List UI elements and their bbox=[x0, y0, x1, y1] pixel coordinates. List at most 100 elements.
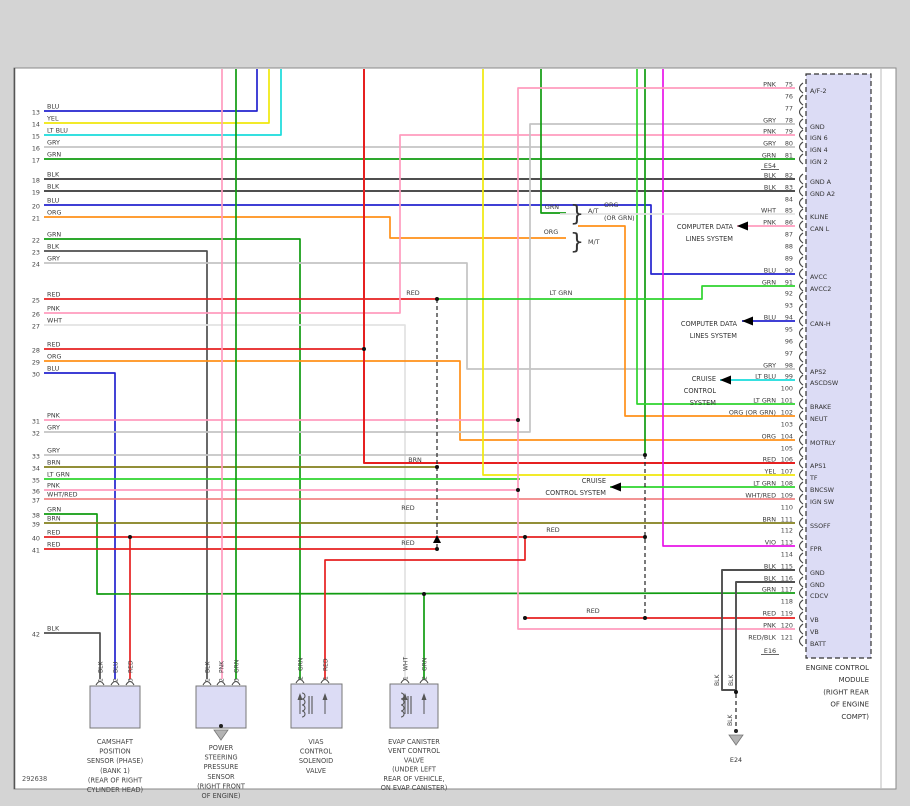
left-wire-color-label: GRN bbox=[47, 231, 61, 239]
vias-control-solenoid-valve-label-line: VIAS bbox=[308, 738, 323, 746]
ecm-pin-connector-arc bbox=[798, 635, 804, 647]
ecm-pin-name: GND bbox=[810, 123, 825, 131]
ecm-pin-number: 110 bbox=[781, 504, 793, 512]
left-wire-number: 20 bbox=[32, 203, 40, 211]
ecm-name-line: COMPT) bbox=[841, 713, 869, 721]
ecm-pin-wire-color: GRY bbox=[763, 362, 776, 370]
ecm-pin-number: 77 bbox=[785, 105, 793, 113]
ecm-pin-number: 105 bbox=[781, 445, 793, 453]
wire-segment bbox=[636, 69, 795, 405]
ecm-pin-name: ASCDSW bbox=[810, 379, 839, 387]
left-wire-color-label: BLU bbox=[47, 103, 60, 111]
left-wire-color-label: GRN bbox=[47, 506, 61, 514]
ecm-pin-number: 98 bbox=[785, 362, 793, 370]
wire-segment bbox=[44, 216, 566, 239]
splice-dot bbox=[643, 535, 647, 539]
ecm-pin-connector-arc bbox=[798, 493, 804, 505]
ecm-pin-name: CDCV bbox=[810, 592, 829, 600]
ecm-pin-wire-color: BLK bbox=[764, 184, 777, 192]
camshaft-position-sensor-label-line: CAMSHAFT bbox=[97, 738, 134, 746]
ecm-pin-connector-arc bbox=[798, 599, 804, 611]
wire-segment bbox=[44, 262, 795, 370]
ecm-pin-wire-color: LT GRN bbox=[753, 397, 776, 405]
ecm-pin-number: 99 bbox=[785, 373, 793, 381]
left-wire-number: 22 bbox=[32, 237, 40, 245]
component-pin-wire-color: RED bbox=[323, 658, 330, 671]
ecm-pin-wire-color: WHT bbox=[761, 207, 776, 215]
ecm-pin-number: 120 bbox=[781, 622, 793, 630]
ecm-pin-connector-arc bbox=[798, 197, 804, 209]
ecm-pin-name: APS2 bbox=[810, 368, 826, 376]
vertical-wire-color-label: BLK bbox=[727, 714, 734, 726]
left-wire-number: 15 bbox=[32, 133, 40, 141]
splice-dot bbox=[435, 297, 439, 301]
ecm-pin-number: 111 bbox=[781, 516, 793, 524]
ecm-pin-number: 119 bbox=[781, 610, 793, 618]
component-pin-arc bbox=[110, 680, 120, 686]
splice-dot bbox=[435, 465, 439, 469]
left-wire-color-label: YEL bbox=[46, 115, 59, 123]
ecm-pin-connector-arc bbox=[798, 457, 804, 469]
wire-inline-label: RED bbox=[401, 504, 414, 512]
left-wire-number: 33 bbox=[32, 453, 40, 461]
ecm-pin-connector-arc bbox=[798, 517, 804, 529]
ecm-pin-name: VB bbox=[810, 628, 819, 636]
wire-segment bbox=[44, 69, 282, 136]
evap-canister-vent-control-valve-label-line: VALVE bbox=[404, 756, 424, 764]
component-pin-arc bbox=[95, 680, 105, 686]
system-note-line: CONTROL bbox=[684, 387, 717, 395]
splice-dot bbox=[523, 616, 527, 620]
ecm-pin-wire-color: BRN bbox=[762, 516, 776, 524]
ecm-pin-connector-arc bbox=[798, 280, 804, 292]
ecm-pin-wire-color: PNK bbox=[763, 622, 777, 630]
component-pin-wire-color: PNK bbox=[219, 660, 226, 673]
component-pin-arc bbox=[419, 678, 429, 684]
system-note-line: LINES SYSTEM bbox=[686, 235, 734, 243]
component-pin-number: 2 bbox=[298, 676, 305, 680]
component-pin-arc bbox=[295, 678, 305, 684]
component-pin-wire-color: BLK bbox=[205, 661, 212, 673]
system-note-line: CRUISE bbox=[582, 477, 606, 485]
ecm-name-line: ENGINE CONTROL bbox=[806, 664, 869, 672]
left-wire-number: 29 bbox=[32, 359, 40, 367]
ecm-pin-number: 118 bbox=[781, 598, 793, 606]
ecm-pin-number: 88 bbox=[785, 243, 793, 251]
ecm-pin-connector-arc bbox=[798, 505, 804, 517]
ecm-pin-connector-arc bbox=[798, 528, 804, 540]
ecm-pin-number: 75 bbox=[785, 81, 793, 89]
left-wire-number: 35 bbox=[32, 477, 40, 485]
ecm-pin-name: KLINE bbox=[810, 213, 828, 221]
vias-control-solenoid-valve-label-line: CONTROL bbox=[300, 748, 333, 756]
left-wire-color-label: BLK bbox=[47, 171, 60, 179]
camshaft-position-sensor-label-line: (REAR OF RIGHT bbox=[88, 776, 143, 784]
left-wire-color-label: BRN bbox=[47, 515, 61, 523]
ecm-pin-name: IGN SW bbox=[810, 498, 835, 506]
left-wire-number: 38 bbox=[32, 512, 40, 520]
doc-number: 292638 bbox=[22, 775, 47, 783]
left-wire-number: 27 bbox=[32, 323, 40, 331]
ecm-pin-name: MOTRLY bbox=[810, 439, 836, 447]
ecm-pin-connector-arc bbox=[798, 94, 804, 106]
left-wire-color-label: LT GRN bbox=[47, 471, 70, 479]
ecm-pin-wire-color: RED/BLK bbox=[748, 634, 776, 642]
ecm-pin-wire-color: VIO bbox=[765, 539, 776, 547]
ecm-pin-wire-color: BLK bbox=[764, 575, 777, 583]
power-steering-pressure-sensor-label-line: POWER bbox=[209, 744, 234, 752]
component-pin-wire-color: GRN bbox=[298, 658, 305, 671]
left-wire-number: 18 bbox=[32, 177, 40, 185]
ecm-pin-number: 100 bbox=[781, 385, 793, 393]
component-pin-wire-color: GRN bbox=[422, 658, 429, 671]
chassis-ground-icon bbox=[213, 729, 229, 741]
ecm-pin-number: 86 bbox=[785, 219, 793, 227]
left-wire-color-label: RED bbox=[47, 529, 60, 537]
system-note-line: CRUISE bbox=[692, 375, 716, 383]
ecm-pin-name: GND A bbox=[810, 178, 832, 186]
ecm-pin-name: CAN-H bbox=[810, 320, 831, 328]
ecm-pin-number: 97 bbox=[785, 350, 793, 358]
power-steering-pressure-sensor-box bbox=[195, 685, 247, 729]
vertical-wire-color-label: BLK bbox=[728, 674, 735, 686]
left-wire-color-label: PNK bbox=[47, 305, 61, 313]
splice-dot bbox=[362, 347, 366, 351]
ecm-pin-wire-color: LT BLU bbox=[755, 373, 776, 381]
ecm-pin-name: GND bbox=[810, 581, 825, 589]
